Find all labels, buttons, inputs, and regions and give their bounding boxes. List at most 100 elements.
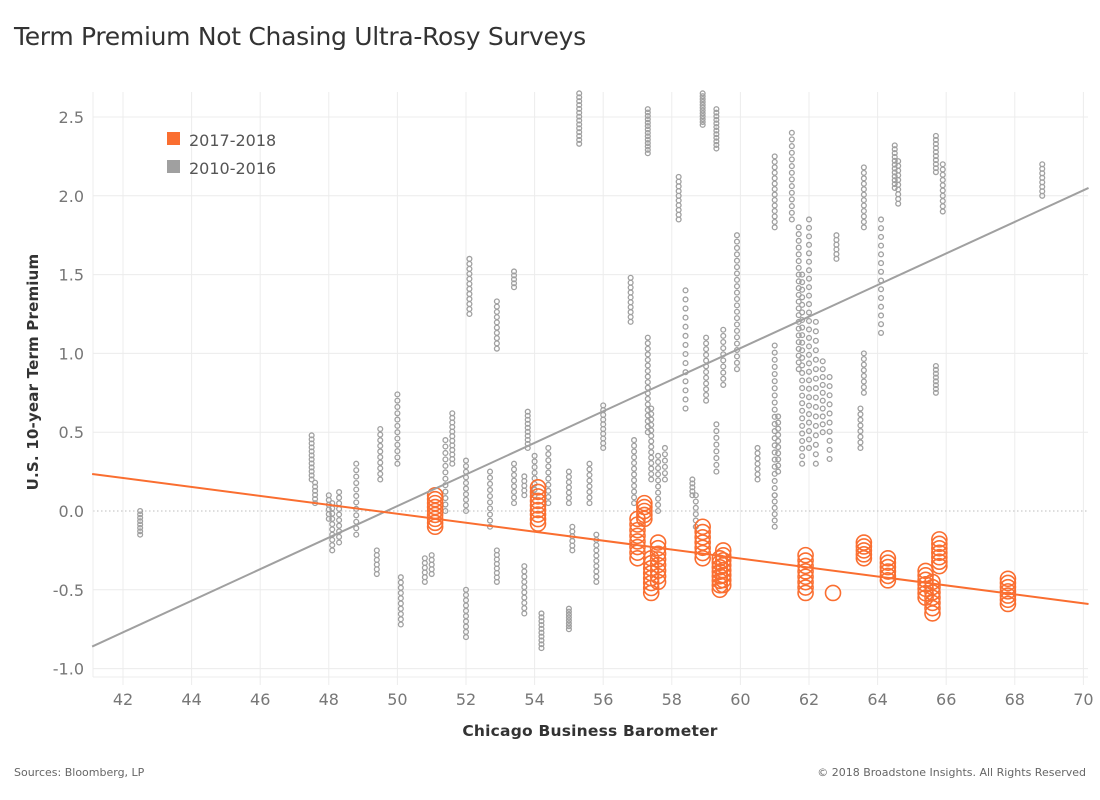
data-point: [631, 442, 638, 449]
data-point: [714, 542, 732, 559]
data-point: [510, 272, 518, 279]
data-point: [137, 514, 144, 521]
data-point: [629, 527, 646, 545]
data-point: [860, 350, 867, 357]
data-point: [771, 213, 778, 220]
data-point: [493, 314, 500, 321]
data-point: [593, 568, 600, 575]
data-point: [733, 251, 741, 258]
data-point: [644, 334, 651, 341]
data-point: [879, 554, 897, 571]
data-point: [939, 198, 946, 205]
data-point: [699, 121, 706, 128]
data-point: [545, 493, 552, 501]
data-point: [860, 384, 867, 391]
data-point: [137, 521, 144, 528]
data-point: [510, 471, 518, 479]
data-point: [510, 466, 518, 473]
data-point: [377, 454, 384, 461]
data-point: [308, 464, 315, 471]
data-point: [442, 437, 449, 444]
data-point: [442, 488, 449, 495]
data-point: [819, 413, 826, 420]
data-point: [805, 427, 813, 435]
data-point: [771, 349, 778, 356]
data-point: [699, 96, 706, 103]
data-point: [799, 400, 806, 407]
data-point: [795, 325, 802, 332]
data-point: [812, 366, 819, 373]
data-point: [713, 116, 720, 123]
data-point: [826, 419, 833, 426]
data-point: [939, 208, 946, 215]
data-point: [771, 392, 778, 399]
data-point: [771, 463, 778, 470]
data-point: [308, 476, 315, 483]
data-point: [565, 473, 572, 480]
data-point: [855, 538, 873, 555]
data-point: [795, 332, 802, 339]
data-point: [812, 356, 819, 363]
data-point: [627, 304, 634, 311]
data-point: [775, 444, 782, 451]
data-point: [733, 244, 741, 252]
data-point: [377, 465, 384, 472]
y-axis-ticks: -1.0 -0.5 0.0 0.5 1.0 1.5 2.0 2.5: [53, 108, 84, 679]
data-point: [648, 443, 655, 450]
data-point: [855, 542, 873, 559]
data-point: [788, 143, 795, 150]
data-point: [529, 483, 547, 501]
data-point: [442, 495, 449, 502]
data-point: [689, 488, 696, 495]
data-point: [819, 405, 826, 412]
data-point: [682, 332, 689, 339]
data-point: [593, 557, 600, 564]
data-point: [329, 547, 336, 554]
data-point: [932, 152, 939, 160]
data-point: [565, 626, 572, 633]
data-point: [931, 544, 948, 562]
data-point: [600, 402, 607, 409]
data-point: [529, 506, 547, 523]
data-point: [377, 431, 384, 438]
data-point: [648, 454, 655, 461]
data-point: [529, 515, 547, 532]
data-point: [576, 125, 583, 132]
data-point: [510, 460, 518, 467]
data-point: [524, 436, 531, 443]
series-2017-2018-points: [426, 479, 1017, 622]
data-point: [692, 498, 699, 505]
data-point: [895, 158, 902, 165]
data-point: [805, 385, 813, 392]
data-point: [529, 492, 547, 510]
data-point: [699, 110, 706, 117]
data-point: [771, 175, 778, 182]
data-point: [545, 487, 552, 494]
data-point: [857, 411, 864, 418]
data-point: [932, 389, 939, 396]
data-point: [788, 196, 795, 203]
data-point: [812, 432, 819, 439]
data-point: [466, 275, 473, 282]
data-point: [493, 345, 500, 352]
data-point: [775, 450, 782, 457]
data-point: [771, 207, 778, 215]
data-point: [576, 136, 583, 143]
data-point: [733, 270, 741, 277]
data-point: [682, 350, 689, 358]
data-point: [699, 107, 706, 114]
y-tick-label: 2.0: [59, 187, 84, 206]
data-point: [795, 244, 802, 251]
data-point: [661, 457, 668, 464]
data-point: [682, 387, 689, 394]
data-point: [655, 507, 662, 515]
data-point: [812, 347, 819, 354]
data-point: [565, 611, 572, 618]
data-point: [860, 213, 867, 220]
data-point: [648, 476, 655, 483]
data-point: [799, 445, 806, 452]
data-point: [999, 591, 1017, 609]
data-point: [636, 506, 653, 524]
data-point: [812, 422, 819, 429]
data-point: [891, 173, 898, 180]
